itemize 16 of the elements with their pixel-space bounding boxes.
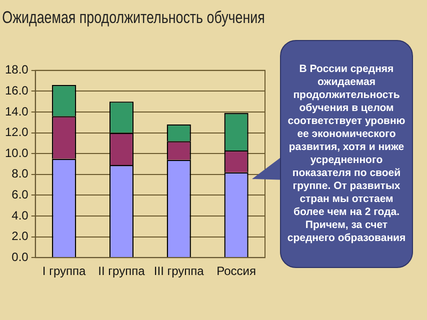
y-tick-label: 14.0 [4,104,29,118]
y-tick-label: 2.0 [12,229,29,244]
y-tick-label: 8.0 [12,166,29,181]
x-tick-label: Россия [216,264,256,278]
x-tick-label: III группа [154,264,204,278]
x-tick-label: II группа [98,264,146,278]
y-tick-label: 18.0 [4,62,29,77]
y-tick-label: 0.0 [12,250,29,264]
chart-title: Ожидаемая продолжительность обучения [2,8,265,28]
x-tick-label: I группа [42,264,86,278]
y-tick-label: 6.0 [12,188,29,202]
y-tick-label: 10.0 [4,146,29,160]
y-tick-label: 16.0 [4,84,29,98]
y-tick-label: 4.0 [12,208,29,222]
y-tick-label: 12.0 [4,125,29,140]
text: В России средняя ожидаемая продолжительность обучения в целом соответствует уровню ее экономического развития, хотя и ниже усредненного показателя по своей группе. От развитых стран мы отстаем более чем на 2 года. Причем, за счет среднего образования [287,63,406,244]
